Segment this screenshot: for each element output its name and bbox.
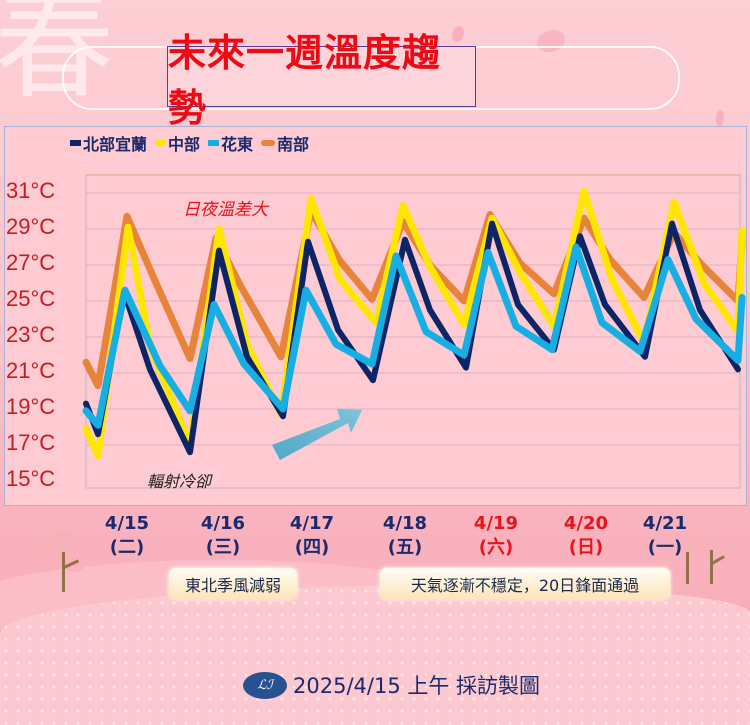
ground-decoration (0, 585, 750, 725)
date: 4/19 (473, 513, 519, 534)
rising-trend-arrow-icon (272, 409, 362, 460)
date: 4/18 (382, 513, 428, 534)
temperature-lines (82, 187, 746, 460)
weekday: (二) (109, 537, 145, 558)
tree-decoration (36, 532, 96, 592)
petal-decoration (452, 26, 464, 42)
petal-decoration (716, 110, 724, 126)
date: 4/15 (104, 513, 150, 534)
legend-item-east: 花東 (208, 131, 253, 155)
x-label-4-20: 4/20 (日) (556, 512, 616, 560)
x-label-4-15: 4/15 (二) (97, 512, 157, 560)
y-tick-21: 21°C (6, 358, 56, 383)
legend-swatch-north (70, 140, 81, 146)
y-tick-25: 25°C (6, 286, 56, 311)
legend-item-central: 中部 (155, 131, 200, 155)
page-title: 未來一週溫度趨勢 (168, 30, 442, 130)
legend-label-south: 南部 (277, 135, 310, 154)
weekday: (日) (568, 537, 604, 558)
x-label-4-17: 4/17 (四) (282, 512, 342, 560)
annotation-day-night-diff: 日夜溫差大 (183, 200, 268, 220)
legend-swatch-east (208, 140, 220, 146)
weekday: (三) (205, 537, 241, 558)
series-line-2 (82, 243, 746, 429)
note-front-passing: 天氣逐漸不穩定，20日鋒面通過 (379, 567, 671, 600)
x-label-4-18: 4/18 (五) (375, 512, 435, 560)
title-box: 未來一週溫度趨勢 (167, 31, 476, 130)
note-monsoon-weakening: 東北季風減弱 (168, 567, 298, 600)
legend-label-east: 花東 (221, 135, 254, 154)
y-tick-17: 17°C (6, 430, 56, 455)
series-line-0 (83, 220, 741, 456)
legend-label-north: 北部宜蘭 (83, 135, 148, 154)
legend-swatch-south (261, 140, 276, 146)
x-label-4-19: 4/19 (六) (466, 512, 526, 560)
footer-credit: ℒℐ 2025/4/15 上午 採訪製圖 (243, 670, 540, 700)
y-tick-31: 31°C (6, 178, 56, 203)
y-tick-29: 29°C (6, 214, 56, 239)
x-label-4-21: 4/21 (一) (635, 512, 695, 560)
publisher-logo-icon: ℒℐ (243, 671, 287, 699)
date: 4/17 (289, 513, 335, 534)
annotation-radiative-cooling: 輻射冷卻 (147, 472, 212, 491)
y-tick-19: 19°C (6, 394, 56, 419)
y-tick-15: 15°C (6, 466, 56, 491)
chart-legend: 北部宜蘭 中部 花東 南部 (70, 131, 309, 155)
weekday: (一) (647, 537, 683, 558)
weekday: (六) (478, 537, 514, 558)
y-tick-23: 23°C (6, 322, 56, 347)
legend-swatch-central (155, 140, 167, 146)
date: 4/21 (642, 513, 688, 534)
y-tick-27: 27°C (6, 250, 56, 275)
background-spring-character: 春 (0, 0, 114, 115)
date: 4/16 (200, 513, 246, 534)
weekday: (五) (387, 537, 423, 558)
x-label-4-16: 4/16 (三) (193, 512, 253, 560)
weekday: (四) (294, 537, 330, 558)
legend-item-north: 北部宜蘭 (70, 131, 147, 155)
series-line-1 (82, 187, 746, 460)
date: 4/20 (563, 513, 609, 534)
tree-decoration (676, 530, 750, 592)
legend-item-south: 南部 (261, 131, 309, 155)
legend-label-central: 中部 (168, 135, 201, 154)
footer-text: 2025/4/15 上午 採訪製圖 (293, 674, 541, 698)
